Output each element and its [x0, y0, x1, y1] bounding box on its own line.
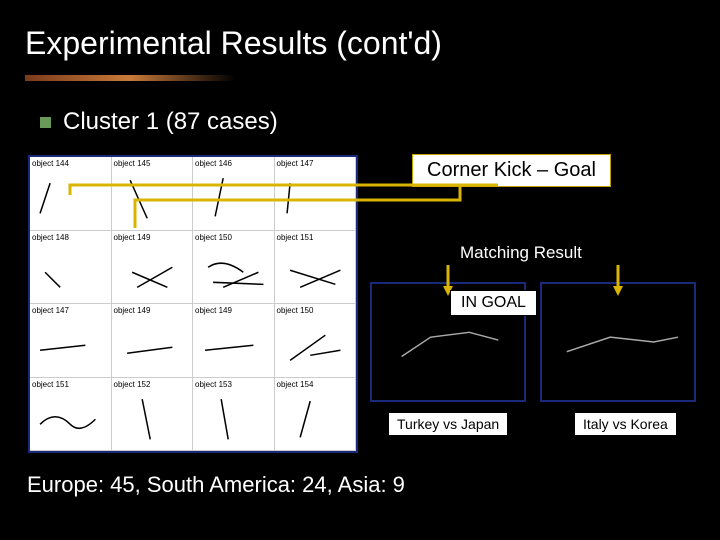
bullet-row: Cluster 1 (87 cases) — [40, 108, 278, 136]
bullet-icon — [40, 117, 51, 128]
grid-cell: object 147 — [30, 304, 112, 378]
title-underline — [25, 75, 695, 81]
grid-cell: object 150 — [275, 304, 357, 378]
grid-cell: object 152 — [112, 378, 194, 452]
matching-result-label: Matching Result — [460, 243, 582, 263]
grid-cell: object 153 — [193, 378, 275, 452]
match-label-left: Turkey vs Japan — [388, 412, 508, 436]
match-panel-right — [540, 282, 696, 402]
grid-cell: object 149 — [112, 231, 194, 305]
grid-cell: object 149 — [193, 304, 275, 378]
slide-title: Experimental Results (cont'd) — [0, 0, 720, 62]
in-goal-label: IN GOAL — [450, 290, 537, 316]
grid-cell: object 151 — [30, 378, 112, 452]
match-label-right: Italy vs Korea — [574, 412, 677, 436]
grid-cell: object 148 — [30, 231, 112, 305]
grid-cell: object 151 — [275, 231, 357, 305]
thumbnail-grid: object 144 object 145 object 146 object … — [28, 155, 358, 453]
grid-cell: object 147 — [275, 157, 357, 231]
grid-cell: object 145 — [112, 157, 194, 231]
grid-cell: object 144 — [30, 157, 112, 231]
bullet-text: Cluster 1 (87 cases) — [63, 108, 278, 136]
grid-cell: object 149 — [112, 304, 194, 378]
grid-cell: object 154 — [275, 378, 357, 452]
footer-stats: Europe: 45, South America: 24, Asia: 9 — [27, 472, 405, 498]
corner-kick-label: Corner Kick – Goal — [412, 154, 611, 187]
grid-cell: object 146 — [193, 157, 275, 231]
grid-cell: object 150 — [193, 231, 275, 305]
